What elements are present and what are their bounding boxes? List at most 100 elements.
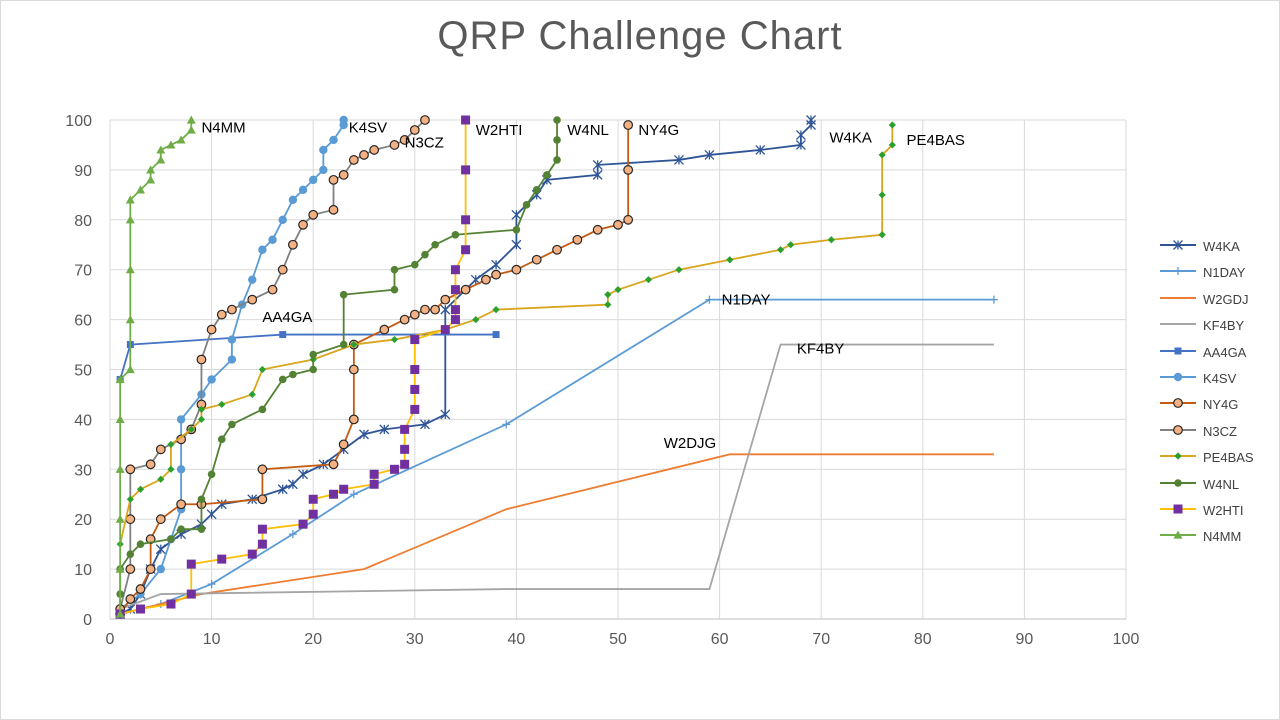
data-point — [604, 301, 612, 309]
legend-swatch — [1160, 530, 1196, 539]
data-point — [145, 459, 156, 470]
data-point — [431, 240, 439, 249]
series-ny4g — [115, 120, 634, 619]
data-point — [329, 135, 338, 145]
data-point — [461, 115, 471, 125]
legend-item: PE4BAS — [1158, 445, 1273, 471]
data-point — [400, 444, 410, 454]
data-point — [461, 215, 471, 225]
series-n3cz — [115, 115, 430, 614]
data-point — [308, 509, 318, 519]
legend-item: KF4BY — [1158, 313, 1273, 339]
data-point — [216, 309, 227, 320]
data-point — [472, 316, 480, 324]
data-point — [289, 370, 297, 379]
data-point — [298, 185, 308, 195]
series-annotation: NY4G — [638, 122, 679, 139]
data-point — [512, 225, 521, 234]
legend-label: W4KA — [1203, 239, 1240, 254]
data-point — [390, 265, 399, 274]
data-point — [348, 364, 359, 375]
data-point — [623, 120, 634, 130]
data-point — [338, 439, 349, 450]
x-tick-label: 30 — [406, 631, 424, 648]
x-tick-label: 100 — [1113, 631, 1140, 648]
data-point — [461, 165, 471, 175]
legend-label: NY4G — [1203, 397, 1239, 413]
y-tick-label: 80 — [74, 213, 92, 230]
legend-item: W2HTI — [1158, 498, 1273, 524]
data-point — [167, 535, 175, 543]
series-kf4by — [119, 343, 994, 610]
data-point — [614, 286, 622, 294]
data-point — [461, 245, 471, 255]
series-k4sv — [115, 115, 348, 614]
data-point — [531, 254, 542, 265]
data-point — [279, 331, 287, 339]
data-point — [125, 215, 135, 224]
data-point — [197, 405, 206, 414]
data-point — [411, 260, 419, 269]
data-point — [878, 151, 886, 159]
data-point — [319, 145, 328, 155]
data-point — [166, 599, 176, 609]
data-point — [309, 365, 318, 374]
data-point — [197, 415, 206, 423]
data-point — [338, 169, 349, 180]
legend-marker — [1174, 452, 1182, 460]
data-point — [146, 175, 156, 184]
data-point — [339, 290, 348, 299]
series-annotation: W2HTI — [476, 122, 523, 139]
x-tick-label: 90 — [1016, 631, 1034, 648]
legend-label: K4SV — [1203, 370, 1237, 386]
legend-item: N4MM — [1158, 524, 1273, 550]
data-point — [787, 241, 795, 249]
data-point — [410, 404, 420, 414]
legend-item: AA4GA — [1158, 340, 1273, 366]
data-point — [409, 309, 420, 320]
data-point — [553, 136, 561, 144]
data-point — [258, 405, 267, 414]
y-tick-label: 40 — [74, 412, 92, 429]
data-point — [277, 264, 288, 275]
data-point — [248, 275, 257, 284]
series-annotation: N3CZ — [405, 134, 444, 151]
legend-label: W2HTI — [1203, 502, 1244, 518]
data-point — [298, 519, 308, 529]
data-point — [287, 239, 298, 250]
data-point — [450, 315, 460, 325]
data-point — [329, 489, 339, 499]
data-point — [136, 485, 145, 493]
data-point — [339, 484, 349, 494]
data-point — [440, 294, 451, 305]
data-point — [553, 156, 561, 164]
data-point — [257, 539, 267, 549]
data-point — [186, 125, 196, 134]
data-point — [309, 350, 318, 359]
series-aa4ga — [116, 331, 500, 383]
data-point — [390, 285, 399, 294]
data-point — [167, 465, 175, 473]
data-point — [115, 464, 125, 473]
legend-label: N3CZ — [1203, 423, 1237, 439]
series-line — [119, 343, 994, 610]
data-point — [217, 435, 226, 444]
series-annotation: W2DJG — [664, 435, 717, 452]
data-point — [125, 464, 136, 475]
data-point — [410, 335, 420, 345]
data-point — [369, 479, 379, 489]
legend-label: W4NL — [1203, 476, 1240, 492]
data-point — [553, 116, 561, 124]
data-point — [389, 464, 399, 474]
data-point — [350, 340, 358, 349]
data-point — [440, 325, 450, 335]
data-point — [308, 494, 318, 504]
x-tick-label: 0 — [106, 631, 115, 648]
data-point — [115, 414, 125, 423]
legend-swatch — [1160, 372, 1196, 382]
data-point — [359, 150, 369, 160]
data-point — [218, 400, 226, 409]
data-point — [176, 135, 186, 144]
data-point — [177, 525, 185, 533]
data-point — [135, 584, 146, 594]
